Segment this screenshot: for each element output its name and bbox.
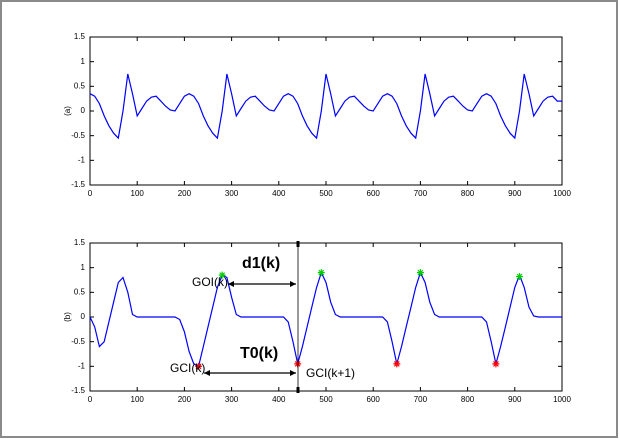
y-tick-label: 1.5 bbox=[74, 238, 86, 247]
y-tick-label: 1.5 bbox=[74, 32, 86, 41]
x-tick-label: 1000 bbox=[553, 189, 571, 198]
x-tick-label: 100 bbox=[131, 189, 145, 198]
star-marker bbox=[492, 360, 500, 368]
x-tick-label: 200 bbox=[178, 395, 192, 404]
y-tick-label: -0.5 bbox=[71, 131, 85, 140]
x-tick-label: 700 bbox=[414, 395, 428, 404]
y-tick-label: 0 bbox=[81, 312, 86, 321]
y-tick-label: 0.5 bbox=[74, 287, 86, 296]
x-tick-label: 500 bbox=[319, 395, 333, 404]
arrow-head bbox=[228, 281, 234, 287]
x-tick-label: 400 bbox=[272, 189, 286, 198]
y-axis-label: (a) bbox=[63, 106, 72, 116]
x-tick-label: 300 bbox=[225, 395, 239, 404]
x-tick-label: 500 bbox=[319, 189, 333, 198]
arrow-head bbox=[290, 281, 296, 287]
y-tick-label: -1 bbox=[78, 155, 86, 164]
x-tick-label: 900 bbox=[508, 189, 522, 198]
y-tick-label: -1.5 bbox=[71, 180, 85, 189]
star-marker bbox=[393, 360, 401, 368]
y-axis-label: (b) bbox=[63, 312, 72, 322]
x-tick-label: 200 bbox=[178, 189, 192, 198]
axes-box bbox=[89, 36, 563, 186]
star-marker bbox=[317, 269, 325, 277]
x-tick-label: 0 bbox=[88, 395, 93, 404]
x-tick-label: 800 bbox=[461, 189, 475, 198]
star-marker bbox=[195, 362, 203, 370]
x-tick-label: 1000 bbox=[553, 395, 571, 404]
x-tick-label: 400 bbox=[272, 395, 286, 404]
y-tick-label: 1 bbox=[81, 263, 86, 272]
annotation: GOI(k) bbox=[192, 275, 228, 289]
x-tick-label: 900 bbox=[508, 395, 522, 404]
annotation: T0(k) bbox=[240, 345, 278, 362]
star-marker bbox=[516, 273, 524, 281]
x-tick-label: 600 bbox=[367, 395, 381, 404]
x-tick-label: 700 bbox=[414, 189, 428, 198]
x-tick-label: 0 bbox=[88, 189, 93, 198]
x-tick-label: 800 bbox=[461, 395, 475, 404]
y-tick-label: 0 bbox=[81, 106, 86, 115]
y-tick-label: -1.5 bbox=[71, 386, 85, 395]
signal-line bbox=[89, 73, 562, 140]
x-tick-label: 600 bbox=[367, 189, 381, 198]
signal-line bbox=[89, 270, 562, 368]
y-tick-label: -0.5 bbox=[71, 337, 85, 346]
y-tick-label: 0.5 bbox=[74, 81, 86, 90]
star-marker bbox=[416, 269, 424, 277]
annotation: GCI(k+1) bbox=[306, 366, 355, 380]
arrow-head bbox=[204, 370, 210, 376]
x-tick-label: 300 bbox=[225, 189, 239, 198]
x-tick-label: 100 bbox=[131, 395, 145, 404]
annotation: GCI(k) bbox=[170, 361, 205, 375]
y-tick-label: -1 bbox=[78, 361, 86, 370]
arrow-head bbox=[290, 370, 296, 376]
star-marker bbox=[218, 271, 226, 279]
annotation: d1(k) bbox=[242, 255, 280, 272]
y-tick-label: 1 bbox=[81, 57, 86, 66]
